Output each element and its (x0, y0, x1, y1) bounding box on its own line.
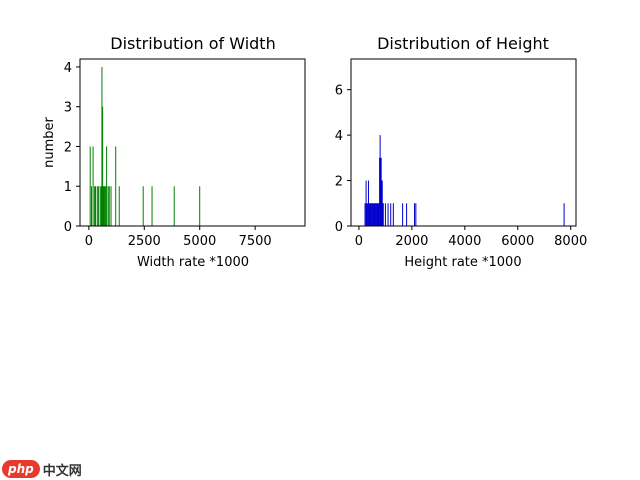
bar (103, 186, 105, 226)
bar (380, 157, 382, 226)
y-tick-label: 2 (64, 140, 72, 155)
chart-title: Distribution of Width (110, 34, 275, 53)
y-tick-label: 6 (335, 84, 343, 99)
bar (563, 203, 565, 226)
bar (92, 146, 94, 226)
bar (366, 203, 368, 226)
x-axis-label: Width rate *1000 (137, 255, 249, 270)
bar (414, 203, 416, 226)
bar (173, 186, 175, 226)
bar (379, 157, 381, 226)
bar (89, 146, 91, 226)
bar (110, 186, 112, 226)
bar (94, 186, 96, 226)
bar (367, 203, 369, 226)
y-tick-label: 0 (335, 220, 343, 235)
x-tick-label: 2500 (128, 234, 161, 249)
bar (382, 203, 384, 226)
plot-frame (79, 58, 306, 227)
chart-title: Distribution of Height (377, 34, 549, 53)
y-tick-label: 0 (64, 220, 72, 235)
y-tick-label: 3 (64, 101, 72, 116)
bar (106, 146, 108, 226)
x-tick-label: 0 (85, 234, 93, 249)
x-tick-label: 0 (355, 234, 363, 249)
bar (199, 186, 201, 226)
bar (375, 203, 377, 226)
bar (107, 186, 109, 226)
y-tick-label: 4 (64, 61, 72, 76)
x-axis-ticks: 0 2000 4000 6000 8000 (355, 226, 587, 249)
plot-frame (350, 58, 577, 227)
y-axis-ticks: 0 2 4 6 (335, 84, 351, 235)
bar (104, 186, 106, 226)
y-axis-label: number (42, 116, 57, 167)
bar (377, 203, 379, 226)
x-tick-label: 5000 (183, 234, 216, 249)
bar (415, 203, 417, 226)
bar (95, 186, 97, 226)
bar (96, 186, 98, 226)
x-axis-ticks: 0 2500 5000 7500 (85, 226, 272, 249)
y-tick-label: 1 (64, 180, 72, 195)
bar (384, 203, 386, 226)
x-axis-label: Height rate *1000 (404, 255, 521, 270)
x-tick-label: 8000 (554, 234, 587, 249)
bar (382, 203, 384, 226)
bar (379, 135, 381, 226)
bar (390, 203, 392, 226)
bar (108, 186, 110, 226)
x-tick-label: 7500 (239, 234, 272, 249)
bar (378, 203, 380, 226)
x-tick-label: 4000 (448, 234, 481, 249)
bar (97, 186, 99, 226)
bar (380, 157, 382, 226)
bar (402, 203, 404, 226)
bar (102, 186, 104, 226)
site-watermark: php 中文网 (2, 458, 82, 480)
bar (100, 186, 102, 226)
x-tick-label: 6000 (501, 234, 534, 249)
bar-group (364, 135, 565, 226)
bar (101, 66, 103, 226)
bar (374, 203, 376, 226)
watermark-site-name: 中文网 (42, 463, 82, 479)
bar (367, 180, 369, 226)
bar (381, 180, 383, 226)
bar (373, 203, 375, 226)
bar (115, 146, 117, 226)
chart-height-distribution: Distribution of Height 0 2000 4000 6000 8000… (335, 34, 588, 270)
bar (371, 203, 373, 226)
bar-group (89, 66, 201, 226)
bar (381, 180, 383, 226)
bar (142, 186, 144, 226)
y-tick-label: 2 (335, 175, 343, 190)
bar (91, 186, 93, 226)
bar (102, 106, 104, 226)
bar (118, 186, 120, 226)
bar (387, 203, 389, 226)
bar (372, 203, 374, 226)
chart-width-distribution: Distribution of Width 0 2500 5000 7500 0 1 2 3… (42, 34, 306, 270)
bar (375, 203, 377, 226)
bar (365, 180, 367, 226)
x-tick-label: 2000 (395, 234, 428, 249)
bar (368, 203, 370, 226)
bar (371, 203, 373, 226)
y-tick-label: 4 (335, 129, 343, 144)
bar (105, 186, 107, 226)
bar (151, 186, 153, 226)
bar (392, 203, 394, 226)
bar (376, 203, 378, 226)
bar (406, 203, 408, 226)
bar (99, 186, 101, 226)
bar (370, 203, 372, 226)
y-axis-ticks: 0 1 2 3 4 (64, 61, 80, 235)
watermark-php-logo: php (2, 460, 40, 478)
bar (369, 203, 371, 226)
bar (364, 203, 366, 226)
